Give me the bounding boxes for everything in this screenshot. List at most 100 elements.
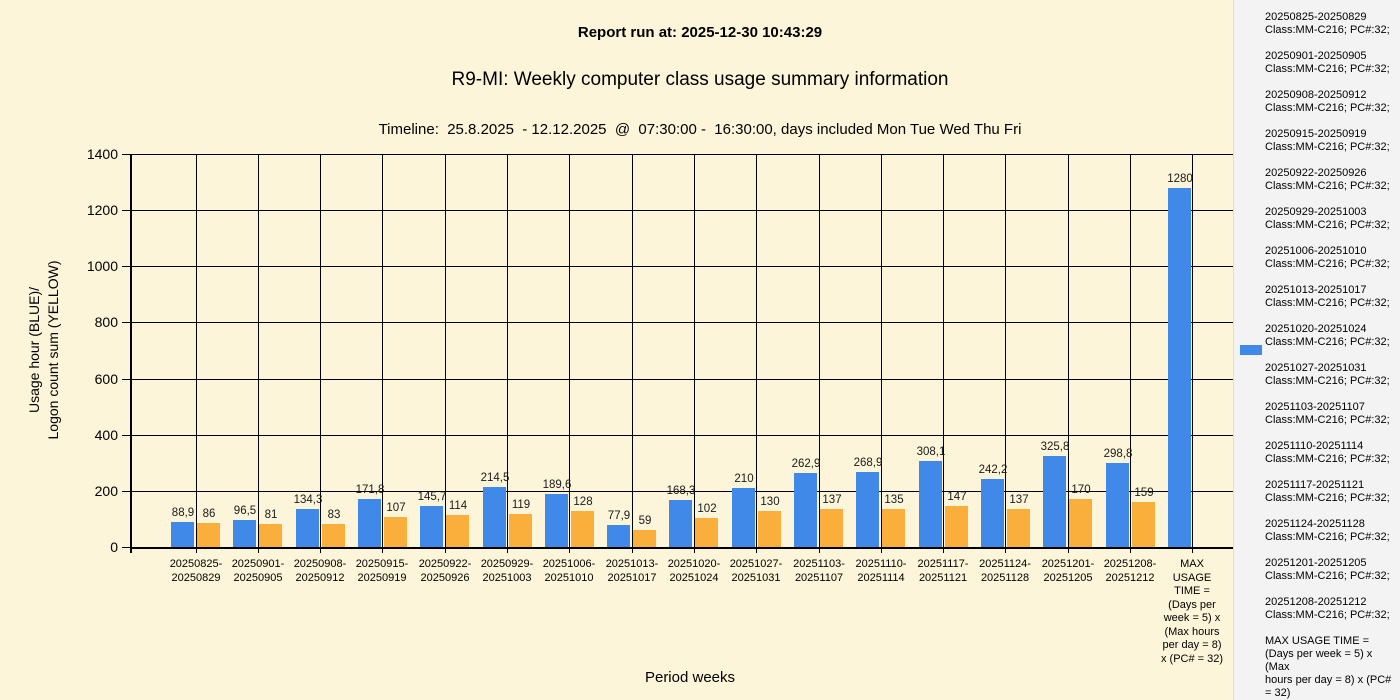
- y-axis-tick-label: 600: [94, 371, 118, 387]
- legend-entry-period: 20250901-20250905: [1265, 50, 1367, 62]
- x-axis-line: [130, 547, 1233, 549]
- gridline-horizontal: [130, 379, 1233, 380]
- legend-entry-detail: Class:MM-C216; PC#:32;: [1265, 297, 1390, 309]
- x-axis-tick: [258, 548, 259, 553]
- gridline-vertical: [382, 154, 383, 547]
- legend-entry-period: 20251103-20251107: [1265, 401, 1365, 413]
- x-axis-category-label: 20250901- 20250905: [231, 558, 285, 584]
- x-axis-category-label: 20251201- 20251205: [1041, 558, 1095, 584]
- legend-entry-detail: Class:MM-C216; PC#:32;: [1265, 492, 1390, 504]
- bar-value-usage-hour: 1280: [1167, 173, 1193, 185]
- bar-value-usage-hour: 214,5: [480, 472, 510, 484]
- legend-entry: 20251006-20251010 Class:MM-C216; PC#:32;: [1265, 245, 1398, 271]
- x-axis-tick: [694, 548, 695, 553]
- bar-value-logon-count: 83: [327, 509, 341, 521]
- y-axis-tick: [122, 435, 130, 436]
- bar-value-usage-hour: 189,6: [542, 479, 572, 491]
- legend-entry-detail: Class:MM-C216; PC#:32;: [1265, 375, 1390, 387]
- bar-value-usage-hour: 262,9: [791, 458, 821, 470]
- gridline-vertical: [1192, 154, 1193, 547]
- bar-value-logon-count: 59: [638, 515, 652, 527]
- x-axis-tick: [445, 548, 446, 553]
- legend-entry-period: 20251027-20251031: [1265, 362, 1367, 374]
- gridline-vertical: [445, 154, 446, 547]
- bar-logon-count: [1132, 502, 1155, 547]
- y-axis-tick: [122, 210, 130, 211]
- bar-logon-count: [259, 524, 282, 547]
- x-axis-category-label: 20250908- 20250912: [293, 558, 347, 584]
- legend-panel: 20250825-20250829 Class:MM-C216; PC#:32; 2…: [1233, 0, 1400, 700]
- bar-logon-count: [820, 509, 843, 547]
- legend-entry: 20251027-20251031 Class:MM-C216; PC#:32;: [1265, 362, 1398, 388]
- y-axis-tick-label: 200: [94, 483, 118, 499]
- x-axis-category-label: 20251110- 20251114: [855, 558, 907, 584]
- bar-value-logon-count: 81: [264, 509, 278, 521]
- legend-entry: 20250922-20250926 Class:MM-C216; PC#:32;: [1265, 167, 1398, 193]
- y-axis-line: [130, 154, 132, 553]
- bar-value-usage-hour: 268,9: [853, 457, 883, 469]
- bar-value-logon-count: 135: [884, 494, 904, 506]
- legend-entry-period: 20251013-20251017: [1265, 284, 1367, 296]
- x-axis-category-label: 20251006- 20251010: [542, 558, 596, 584]
- x-axis-category-label: 20250929- 20251003: [480, 558, 534, 584]
- bar-logon-count: [945, 506, 968, 547]
- legend-entry-detail: Class:MM-C216; PC#:32;: [1265, 180, 1390, 192]
- bar-logon-count: [571, 511, 594, 547]
- legend-entry-detail: Class:MM-C216; PC#:32;: [1265, 219, 1390, 231]
- legend-entry-period: 20251020-20251024: [1265, 323, 1367, 335]
- gridline-horizontal: [130, 266, 1233, 267]
- y-axis-tick: [122, 547, 130, 548]
- gridline-vertical: [756, 154, 757, 547]
- bar-logon-count: [1069, 499, 1092, 547]
- y-axis-tick-label: 0: [110, 539, 118, 555]
- x-axis-category-label: 20251208- 20251212: [1103, 558, 1157, 584]
- bar-usage-hour: [171, 522, 194, 547]
- bar-value-usage-hour: 88,9: [171, 507, 195, 519]
- y-axis-tick: [122, 491, 130, 492]
- gridline-vertical: [196, 154, 197, 547]
- legend-entry-detail: Class:MM-C216; PC#:32;: [1265, 141, 1390, 153]
- bar-usage-hour: [233, 520, 256, 547]
- bar-logon-count: [384, 517, 407, 547]
- chart-subtitle-timeline: Timeline: 25.8.2025 - 12.12.2025 @ 07:30…: [378, 121, 1022, 138]
- legend-entry: 20250915-20250919 Class:MM-C216; PC#:32;: [1265, 128, 1398, 154]
- bar-value-logon-count: 86: [202, 508, 216, 520]
- legend-entry-period: 20250922-20250926: [1265, 167, 1367, 179]
- y-axis-tick-label: 1200: [86, 202, 118, 218]
- bar-value-usage-hour: 171,8: [355, 484, 385, 496]
- bar-value-logon-count: 137: [822, 494, 842, 506]
- gridline-horizontal: [130, 435, 1233, 436]
- x-axis-tick: [1005, 548, 1006, 553]
- legend-entry-period: 20250825-20250829: [1265, 11, 1367, 23]
- y-axis-tick-label: 800: [94, 314, 118, 330]
- x-axis-tick: [632, 548, 633, 553]
- bar-usage-hour: [732, 488, 755, 547]
- x-axis-tick: [569, 548, 570, 553]
- bar-value-logon-count: 128: [573, 496, 593, 508]
- legend-entry: 20251020-20251024 Class:MM-C216; PC#:32;: [1265, 323, 1398, 349]
- bar-value-usage-hour: 134,3: [293, 494, 323, 506]
- gridline-horizontal: [130, 154, 1233, 155]
- y-axis-tick: [122, 154, 130, 155]
- legend-entry-period: 20251110-20251114: [1265, 440, 1364, 452]
- x-axis-category-label: 20251013- 20251017: [605, 558, 659, 584]
- gridline-vertical: [320, 154, 321, 547]
- legend-entry: 20251208-20251212 Class:MM-C216; PC#:32;: [1265, 596, 1398, 622]
- bar-value-logon-count: 107: [386, 502, 406, 514]
- gridline-vertical: [819, 154, 820, 547]
- bar-value-usage-hour: 308,1: [916, 446, 946, 458]
- gridline-horizontal: [130, 491, 1233, 492]
- legend-series-swatch: [1240, 345, 1262, 355]
- bar-value-logon-count: 147: [947, 491, 967, 503]
- bar-value-logon-count: 130: [760, 496, 780, 508]
- legend-entry: 20250908-20250912 Class:MM-C216; PC#:32;: [1265, 89, 1398, 115]
- bar-usage-hour: [1043, 456, 1066, 547]
- bar-value-usage-hour: 210: [734, 473, 754, 485]
- bar-value-logon-count: 114: [448, 500, 468, 512]
- bar-usage-hour: [545, 494, 568, 547]
- legend-entry: 20250901-20250905 Class:MM-C216; PC#:32;: [1265, 50, 1398, 76]
- bar-logon-count: [197, 523, 220, 547]
- bar-value-logon-count: 170: [1071, 484, 1091, 496]
- x-axis-category-label: 20251103- 20251107: [793, 558, 845, 584]
